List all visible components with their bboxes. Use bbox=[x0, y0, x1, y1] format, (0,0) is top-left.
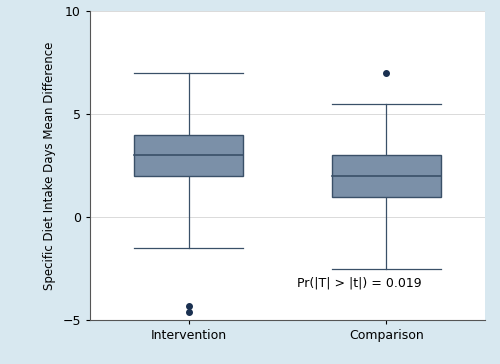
Y-axis label: Specific Diet Intake Days Mean Difference: Specific Diet Intake Days Mean Differenc… bbox=[42, 41, 56, 290]
Bar bbox=[332, 155, 440, 197]
Text: Pr(|T| > |t|) = 0.019: Pr(|T| > |t|) = 0.019 bbox=[298, 277, 422, 290]
Bar bbox=[134, 135, 243, 176]
